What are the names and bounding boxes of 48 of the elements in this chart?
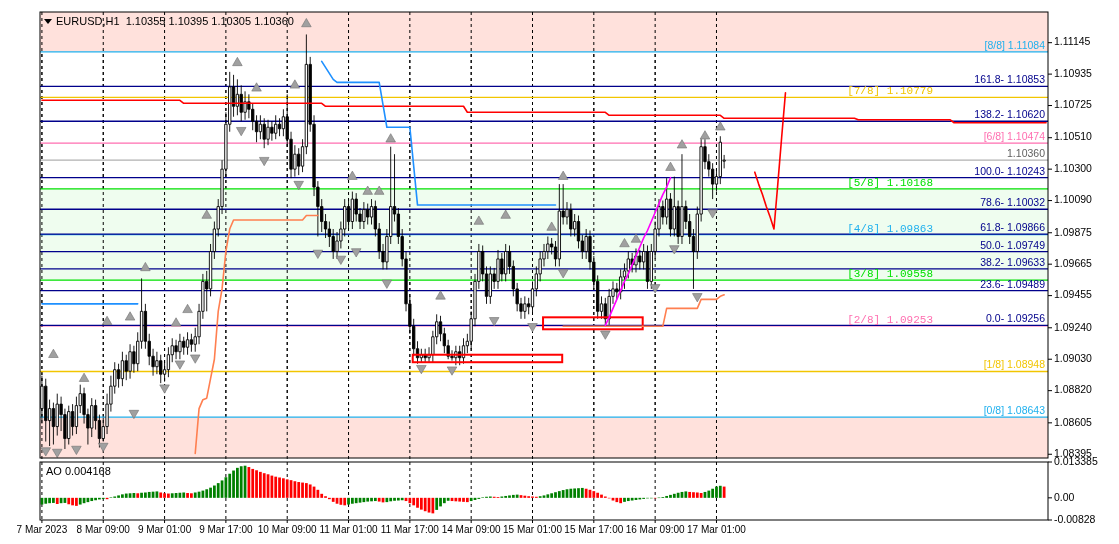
- y-tick-label: 1.09030: [1054, 352, 1093, 364]
- annotation: 61.8- 1.09866: [980, 221, 1046, 234]
- y-tick-label: 1.08820: [1054, 383, 1093, 396]
- annotation: [6/8] 1.10474: [983, 130, 1046, 143]
- y-tick-label: 1.10725: [1054, 98, 1093, 111]
- annotation: 0.0- 1.09256: [986, 312, 1046, 325]
- x-tick-label: 8 Mar 09:00: [76, 524, 131, 535]
- x-tick-label: 17 Mar 01:00: [687, 524, 747, 535]
- annotation: [3/8] 1.09558: [847, 268, 933, 281]
- x-tick-label: 9 Mar 01:00: [137, 524, 192, 535]
- annotation: 100.0- 1.10243: [974, 164, 1046, 177]
- annotation: 138.2- 1.10620: [974, 108, 1046, 121]
- y-tick-label: 1.11145: [1054, 35, 1091, 48]
- x-tick-label: 10 Mar 09:00: [257, 524, 318, 535]
- annotation: 38.2- 1.09633: [980, 255, 1046, 268]
- y-tick-label: 1.08605: [1054, 415, 1093, 428]
- chart-title: AO 0.004168: [46, 465, 111, 477]
- x-tick-label: 9 Mar 17:00: [199, 524, 253, 535]
- x-tick-label: 7 Mar 2023: [16, 524, 68, 535]
- y-tick-label: 1.09455: [1054, 288, 1093, 301]
- y-tick-label: 1.09240: [1054, 320, 1093, 333]
- annotation: [8/8] 1.11084: [984, 38, 1046, 51]
- x-tick-label: 14 Mar 09:00: [441, 524, 502, 535]
- x-tick-label: 11 Mar 01:00: [319, 524, 379, 535]
- x-tick-label: 15 Mar 01:00: [503, 524, 563, 535]
- annotation: [1/8] 1.08948: [983, 358, 1046, 371]
- y-tick-label: 1.10090: [1054, 193, 1093, 206]
- annotation: [7/8] 1.10779: [847, 85, 933, 98]
- x-tick-label: 16 Mar 09:00: [625, 524, 686, 535]
- y-tick-label: 1.10300: [1054, 161, 1093, 174]
- y-tick-label: -0.00828: [1054, 512, 1096, 525]
- annotation: [4/8] 1.09863: [847, 222, 933, 235]
- chart-title: EURUSD,H1 1.10355 1.10395 1.10305 1.10360: [56, 15, 294, 27]
- annotation: [0/8] 1.08643: [983, 404, 1046, 417]
- y-tick-label: 1.09875: [1054, 225, 1093, 238]
- x-tick-label: 11 Mar 17:00: [380, 524, 440, 535]
- y-tick-label: 1.10935: [1054, 66, 1093, 79]
- annotation: [5/8] 1.10168: [847, 176, 933, 189]
- ref-line-label: 1.10360: [1007, 147, 1046, 160]
- annotation: [2/8] 1.09253: [847, 313, 933, 326]
- annotation: 23.6- 1.09489: [980, 277, 1046, 290]
- annotation: 50.0- 1.09749: [980, 238, 1046, 251]
- y-tick-label: 1.10510: [1054, 130, 1093, 143]
- x-tick-label: 15 Mar 17:00: [564, 524, 624, 535]
- annotation: 78.6- 1.10032: [980, 196, 1046, 209]
- annotation: 161.8- 1.10853: [974, 73, 1046, 86]
- y-tick-label: 1.09665: [1054, 256, 1093, 269]
- y-tick-label: 0.00: [1054, 490, 1075, 503]
